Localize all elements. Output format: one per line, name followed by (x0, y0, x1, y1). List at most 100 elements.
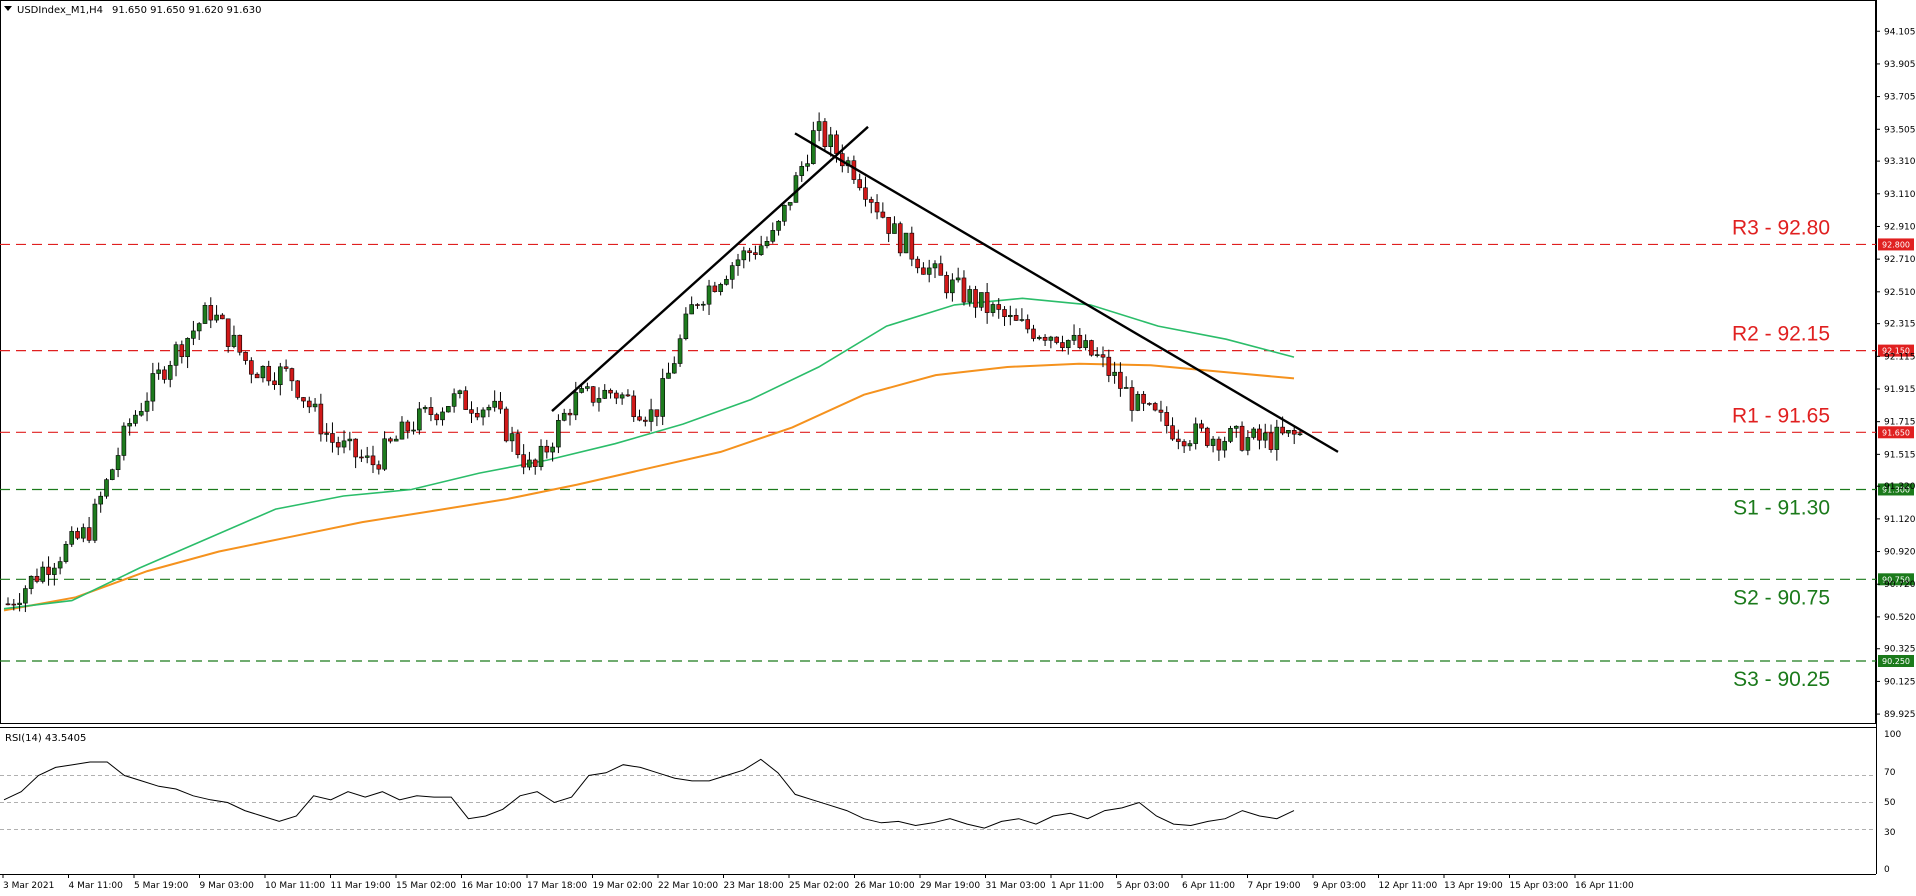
bear-candle (851, 160, 857, 180)
bear-candle (938, 263, 944, 276)
bull-candle (979, 292, 984, 308)
bull-candle (92, 503, 98, 541)
bear-candle (266, 365, 272, 382)
bull-candle (1008, 314, 1013, 318)
time-tick-label: 9 Apr 03:00 (1313, 881, 1366, 891)
bull-candle (28, 575, 34, 589)
bear-candle (822, 121, 828, 147)
bull-candle (23, 588, 28, 604)
bull-candle (115, 455, 121, 471)
bull-candle (457, 390, 463, 395)
bull-candle (828, 134, 834, 147)
bull-candle (173, 344, 179, 366)
bear-candle (353, 438, 358, 458)
bear-candle (11, 603, 17, 606)
bull-candle (538, 445, 544, 467)
symbol-label: USDIndex_M1,H4 (17, 5, 103, 16)
bull-candle (892, 223, 897, 234)
bull-candle (1233, 425, 1239, 429)
level-tag-s3: 90.250 (1882, 657, 1910, 666)
bear-candle (208, 305, 214, 321)
price-axis: 94.105 93.905 93.705 93.505 93.310 93.110 92.9… (1876, 27, 1916, 720)
bear-candle (463, 390, 469, 410)
bear-candle (921, 267, 926, 275)
bear-candle (1025, 319, 1030, 330)
bull-candle (1019, 319, 1025, 321)
bull-candle (364, 455, 370, 458)
collapse-arrow-icon[interactable] (4, 6, 12, 11)
bull-candle (1251, 428, 1256, 438)
bull-candle (1083, 340, 1088, 348)
bull-candle (1210, 438, 1216, 446)
bear-candle (225, 318, 231, 347)
bull-candle (347, 438, 353, 442)
bear-candle (886, 216, 891, 234)
bull-candle (214, 314, 219, 321)
price-tick-label: 90.125 (1884, 677, 1916, 687)
downtrend-trendline[interactable] (794, 132, 1339, 453)
bull-candle (492, 400, 497, 408)
rsi-line (3, 758, 1295, 829)
bull-candle (57, 561, 63, 569)
bear-candle (237, 334, 243, 353)
bear-candle (220, 314, 225, 320)
time-tick-label: 6 Apr 11:00 (1182, 881, 1235, 891)
bull-candle (1193, 423, 1199, 444)
bull-candle (648, 409, 654, 422)
bear-candle (243, 351, 248, 361)
bear-candle (1181, 441, 1187, 447)
bear-candle (1077, 334, 1083, 348)
price-tick-label: 91.120 (1884, 515, 1916, 525)
bull-candle (782, 204, 787, 222)
bull-candle (666, 372, 671, 379)
bear-candle (434, 414, 440, 421)
bull-candle (770, 230, 776, 242)
bull-candle (40, 566, 46, 582)
bear-candle (915, 258, 920, 269)
level-tag-s2: 90.750 (1882, 575, 1910, 584)
bear-candle (1118, 371, 1123, 389)
bear-candle (637, 416, 642, 421)
bull-candle (799, 166, 805, 176)
time-tick-label: 31 Mar 03:00 (986, 881, 1046, 891)
bear-candle (984, 292, 990, 313)
bear-candle (469, 409, 474, 414)
bear-candle (961, 277, 967, 303)
bull-candle (741, 250, 747, 261)
bear-candle (909, 232, 915, 260)
time-tick-label: 9 Mar 03:00 (200, 881, 255, 891)
bull-candle (1187, 443, 1193, 447)
price-tick-label: 92.710 (1884, 255, 1916, 265)
uptrend-trendline[interactable] (551, 125, 869, 412)
bear-candle (608, 389, 613, 394)
bear-candle (46, 566, 51, 575)
bull-candle (133, 414, 138, 424)
time-tick-label: 15 Mar 02:00 (396, 881, 456, 891)
rsi-tick-0: 0 (1884, 865, 1890, 875)
bull-candle (399, 421, 405, 440)
bull-candle (602, 389, 608, 399)
time-axis: 3 Mar 2021 4 Mar 11:00 5 Mar 19:00 9 Mar 03… (2, 874, 1634, 891)
bull-candle (109, 469, 115, 480)
price-tick-label: 89.925 (1884, 710, 1916, 720)
bull-candle (202, 305, 208, 324)
bear-candle (359, 456, 364, 459)
price-tick-label: 91.515 (1884, 450, 1916, 460)
bear-candle (874, 202, 880, 213)
bear-candle (753, 252, 758, 255)
bull-candle (990, 304, 996, 313)
price-tick-label: 92.315 (1884, 320, 1916, 330)
bull-candle (700, 303, 706, 306)
bull-candle (932, 263, 938, 269)
bull-candle (776, 220, 781, 231)
bear-candle (330, 433, 335, 443)
price-tick-label: 93.905 (1884, 60, 1916, 70)
moving-averages (3, 297, 1295, 612)
bear-candle (1257, 428, 1262, 441)
bull-candle (967, 289, 973, 303)
bear-candle (1216, 438, 1222, 451)
bull-candle (480, 409, 486, 418)
trendlines[interactable] (551, 125, 1339, 453)
